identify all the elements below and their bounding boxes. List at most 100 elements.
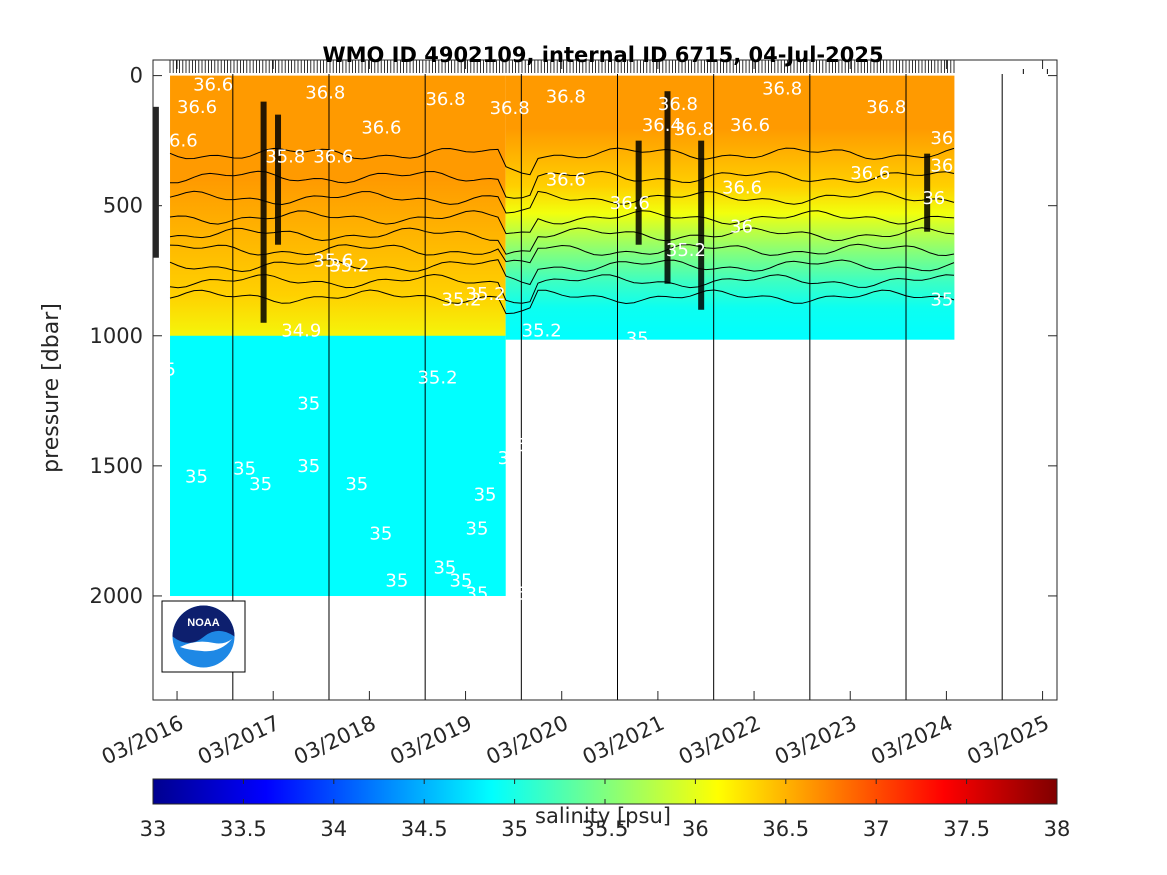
contour-label: 36.8: [762, 79, 802, 100]
contour-label: 35: [233, 458, 256, 479]
profile-streak: [635, 140, 642, 245]
contour-label: 6.6: [169, 131, 198, 152]
contour-label: 35: [506, 435, 529, 456]
contour-line: [169, 170, 955, 199]
contour-label: 35.2: [442, 289, 482, 310]
contour-label: 35: [498, 448, 521, 469]
y-tick-label: 0: [130, 64, 143, 88]
x-tick-label: 03/2019: [386, 711, 475, 770]
salinity-field: [170, 75, 955, 596]
contour-label: 36.4: [642, 115, 682, 136]
profile-streaks: [153, 91, 931, 323]
contour-label: 36.8: [674, 119, 714, 140]
contour-label: 35: [297, 456, 320, 477]
colorbar-tick-label: 33.5: [220, 817, 267, 841]
contour-label: 35.2: [522, 321, 562, 342]
y-tick-label: 500: [103, 194, 143, 218]
contour-label: 36.8: [658, 94, 698, 115]
x-tick-label: 03/2022: [675, 711, 764, 770]
colorbar-tick-label: 34.5: [401, 817, 448, 841]
contour-line: [169, 147, 955, 176]
contour-label: 35: [153, 360, 176, 381]
contour-label: 35: [522, 523, 545, 544]
contour-label: 35: [433, 557, 456, 578]
colorbar-tick-label: 35: [501, 817, 528, 841]
colorbar-tick-label: 36: [682, 817, 709, 841]
x-tick-label: 03/2021: [579, 711, 668, 770]
contour-label: 35.2: [466, 284, 506, 305]
year-lines: [232, 74, 1003, 700]
colorbar-tick-label: 36.5: [762, 817, 809, 841]
x-tick-label: 03/2025: [963, 711, 1052, 770]
contour-label: 36.6: [730, 115, 770, 136]
contour-label: 35: [385, 570, 408, 591]
colorbar: 33 33.5 34 34.5 35 35.5 36 36.5 37 37.5 38 salinit…: [140, 778, 1071, 841]
contour-label: 35.2: [666, 240, 706, 261]
contour-label: 36.6: [610, 193, 650, 214]
profile-streak: [924, 153, 931, 232]
chart-title: WMO ID 4902109, internal ID 6715, 04-Jul…: [322, 43, 883, 67]
contour-line: [169, 227, 955, 255]
contour-label: 35: [466, 518, 489, 539]
y-tick-label: 1000: [90, 324, 143, 348]
profile-streak: [260, 101, 267, 323]
contour-label: 36.6: [361, 118, 401, 139]
contour-label: 35: [474, 484, 497, 505]
profile-tick-marks: [169, 60, 955, 73]
x-tick-label: 03/2020: [483, 711, 572, 770]
colorbar-tick-label: 33: [140, 817, 167, 841]
colorbar-tick-label: 37.5: [943, 817, 990, 841]
contour-label: 35: [450, 570, 473, 591]
field-shallow-section: [505, 75, 955, 340]
contour-label: 36.8: [425, 89, 465, 110]
contour-line: [169, 190, 955, 214]
contour-label: 35: [297, 393, 320, 414]
contour-label: 36.6: [313, 146, 353, 167]
profile-streak: [153, 106, 159, 258]
contour-line: [169, 289, 955, 315]
contour-label: 36.6: [546, 170, 586, 191]
contour-label: 35.8: [265, 146, 305, 167]
contour-label: 36: [730, 217, 753, 238]
profile-streak: [275, 114, 282, 245]
x-tick-label: 03/2023: [771, 711, 860, 770]
y-axis-label: pressure [dbar]: [39, 303, 64, 473]
x-tick-label: 03/2024: [867, 711, 956, 770]
contour-label: 36.6: [722, 177, 762, 198]
contour-label: 35: [249, 474, 272, 495]
noaa-logo: NOAA: [161, 600, 246, 673]
axes-box: [152, 59, 1058, 701]
colorbar-tick-label: 37: [863, 817, 890, 841]
contour-label: 34.9: [281, 321, 321, 342]
contour-line: [169, 259, 955, 286]
contour-label: 35: [506, 583, 529, 604]
contour-label: 35: [345, 474, 368, 495]
contour-label: 35: [466, 583, 489, 604]
contour-label: 36.8: [305, 83, 345, 104]
contour-label: 35: [626, 328, 649, 349]
contour-label: 35: [930, 289, 953, 310]
colorbar-ticks: 33 33.5 34 34.5 35 35.5 36 36.5 37 37.5 38: [140, 779, 1071, 841]
field-deep-water: [170, 335, 506, 596]
colorbar-tick-label: 35.5: [582, 817, 629, 841]
contour-label: 35.2: [329, 256, 369, 277]
contour-label: 36.8: [490, 98, 530, 119]
contour-label: 36.8: [930, 128, 970, 149]
contour-label: 36.8: [546, 86, 586, 107]
contour-lines: [169, 147, 955, 315]
colorbar-tick-label: 34: [320, 817, 347, 841]
contour-label: 36.4: [930, 155, 970, 176]
contour-label: 36.6: [850, 163, 890, 184]
contour-label: 36: [922, 188, 945, 209]
x-tick-label: 03/2018: [290, 711, 379, 770]
y-tick-label: 2000: [90, 584, 143, 608]
contour-line: [169, 243, 955, 264]
profile-streak: [698, 140, 705, 310]
colorbar-label: salinity [psu]: [535, 804, 671, 828]
x-tick-label: 03/2016: [98, 711, 187, 770]
x-tick-label: 03/2017: [194, 711, 283, 770]
y-axis: 0 500 1000 1500 2000: [90, 64, 1057, 608]
contour-label: 35: [185, 466, 208, 487]
colorbar-tick-label: 38: [1044, 817, 1071, 841]
